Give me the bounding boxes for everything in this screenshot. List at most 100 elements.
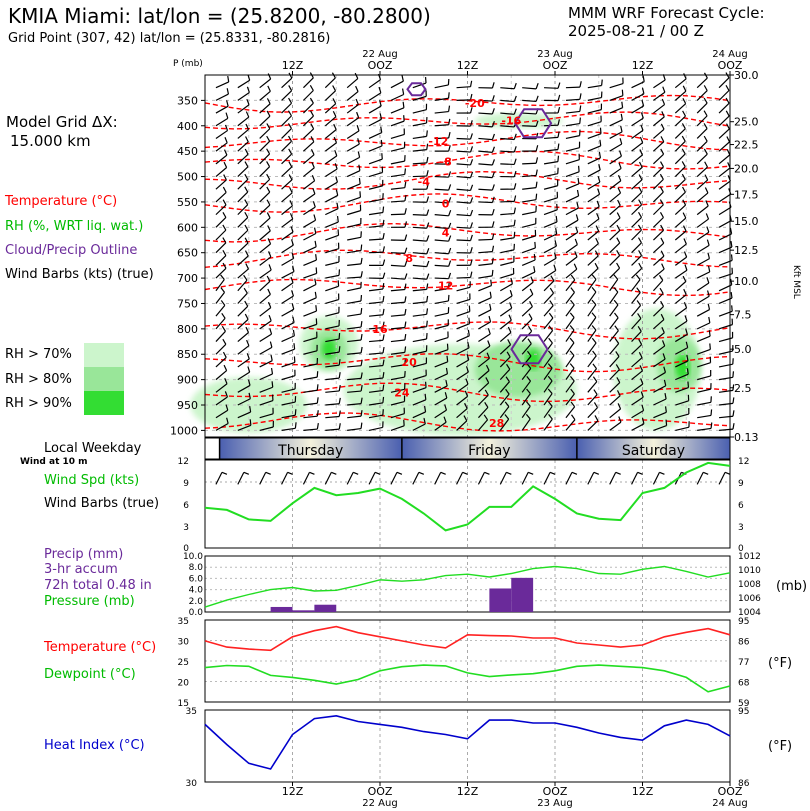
surface-wind-barb-flag xyxy=(571,471,578,475)
wind-barb-flag xyxy=(525,413,531,420)
wind-barb-flag xyxy=(618,150,622,157)
wind-barb-shaft xyxy=(674,204,686,216)
wind-barb-flag xyxy=(641,100,645,107)
surface-wind-barb-shaft xyxy=(565,472,573,485)
wind-barb-shaft xyxy=(456,311,470,317)
wind-barb xyxy=(434,416,447,431)
wind-barb xyxy=(325,189,339,203)
wind-barb-flag xyxy=(527,325,533,332)
wind-barb-shaft xyxy=(325,248,339,254)
wind-barb-flag xyxy=(640,124,644,131)
wind-barb xyxy=(609,416,622,431)
wind-barb-shaft xyxy=(346,156,360,165)
wind-barb-shaft xyxy=(412,399,427,406)
wind-barb-shaft xyxy=(215,423,229,431)
wind-barb-flag xyxy=(660,250,665,257)
wind-barb xyxy=(456,120,473,127)
surface-wind-barb xyxy=(237,471,250,485)
wind-barb-shaft xyxy=(718,90,730,101)
wind-barb xyxy=(303,371,319,381)
wind-barb xyxy=(500,267,515,279)
wind-barb-shaft xyxy=(325,274,340,279)
wind-barb-shaft xyxy=(215,117,229,127)
wind-barb-flag xyxy=(683,238,687,245)
wind-barb xyxy=(500,95,517,103)
wind-barb-shaft xyxy=(565,219,579,228)
wind-barb-shaft xyxy=(522,174,537,178)
isotherm-line xyxy=(204,382,731,403)
wind-barb-flag xyxy=(469,159,474,166)
wind-barb-flag xyxy=(557,119,560,126)
wind-barb-flag xyxy=(469,80,473,87)
surface-wind-barb-shaft xyxy=(456,472,464,485)
wind-barb-shaft xyxy=(477,419,489,431)
surface-wind-barb xyxy=(652,471,665,485)
temp-right-tick: 77 xyxy=(738,658,749,668)
wind-barb-shaft xyxy=(674,128,686,139)
wind-barb-flag xyxy=(513,195,517,202)
wind-barb xyxy=(565,274,576,292)
weekday-label: Saturday xyxy=(622,443,685,459)
wind-barb-flag xyxy=(314,291,317,298)
wind-barb-shaft xyxy=(215,304,226,317)
wind-barb xyxy=(368,372,385,381)
wind-barb-shaft xyxy=(653,116,665,127)
wind-barb-flag xyxy=(244,161,249,168)
cloud-outline xyxy=(513,108,553,139)
isotherm-line xyxy=(204,222,731,243)
wind-barb-shaft xyxy=(237,104,250,114)
precip-label: Precip (mm) xyxy=(44,547,124,562)
wind-barb xyxy=(499,414,510,431)
wind-barb-shaft xyxy=(303,128,315,139)
wind-barb-shaft xyxy=(346,91,359,101)
wind-barb xyxy=(259,135,271,152)
wind-barb xyxy=(609,338,620,355)
wind-barb xyxy=(631,112,644,127)
wind-barb-shaft xyxy=(390,93,404,101)
precip-panel-frame xyxy=(204,555,731,613)
wind-barb-flag xyxy=(465,378,469,385)
wind-barb-shaft xyxy=(544,136,559,140)
wind-barb-flag xyxy=(469,120,473,127)
wind-barb-shaft xyxy=(609,278,619,292)
wind-barb-shaft xyxy=(500,212,515,216)
wind-barb-flag xyxy=(268,264,272,271)
wind-barb xyxy=(609,299,619,317)
wind-barb xyxy=(390,358,407,368)
wind-barb-flag xyxy=(292,329,295,336)
wind-barb xyxy=(347,217,362,228)
wind-barb-shaft xyxy=(347,223,361,228)
wind-barb-flag xyxy=(357,138,360,145)
wind-barb xyxy=(478,303,492,317)
wind-barb-flag xyxy=(268,251,272,258)
wind-barb-flag xyxy=(316,371,319,378)
wind-barb-shaft xyxy=(609,217,621,228)
wind-barb-flag xyxy=(592,376,598,382)
wind-barb-flag xyxy=(224,137,228,144)
wind-barb xyxy=(434,294,450,305)
wind-barb xyxy=(675,421,690,431)
wind-barb-flag xyxy=(703,148,708,155)
wind-barb-flag xyxy=(638,250,643,256)
wind-barb-shaft xyxy=(368,377,384,381)
wind-barb-flag xyxy=(729,227,733,234)
forecast-cycle-value: 2025-08-21 / 00 Z xyxy=(568,22,704,40)
surface-wind-barb-shaft xyxy=(368,472,376,485)
wind-barb-shaft xyxy=(500,273,514,279)
wind-barb-shaft xyxy=(521,259,536,266)
wind-barb-shaft xyxy=(347,415,362,419)
wind-barb xyxy=(544,82,561,89)
wind-barb xyxy=(500,146,517,153)
wind-barb-shaft xyxy=(718,389,734,393)
wind-barb-flag xyxy=(404,194,407,202)
wind-barb-flag xyxy=(225,112,229,119)
wind-barb xyxy=(543,264,557,279)
wind-barb-flag xyxy=(226,100,229,107)
wind-barb-shaft xyxy=(675,333,688,343)
wind-barb-shaft xyxy=(215,130,228,139)
wind-barb-flag xyxy=(731,305,733,312)
wind-barb xyxy=(325,293,340,305)
wind-barb-shaft xyxy=(456,276,471,279)
wind-barb-flag xyxy=(382,321,385,328)
